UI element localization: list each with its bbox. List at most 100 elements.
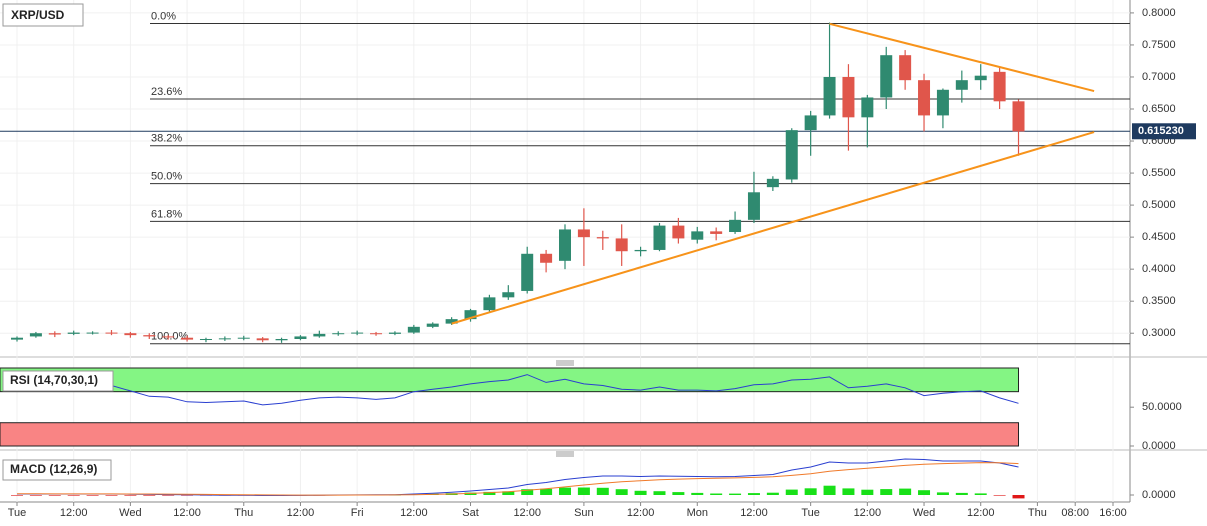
candle-body (464, 310, 477, 320)
symbol-box (2, 3, 84, 27)
candle-body (426, 323, 439, 327)
fib-label: 61.8% (151, 208, 182, 220)
candle-body (710, 231, 723, 234)
candle-body (199, 338, 212, 340)
candle-body (388, 332, 401, 334)
y-tick-label: 0.0000 (1142, 489, 1176, 501)
candle-body (124, 333, 137, 336)
histogram-bar (634, 490, 647, 495)
resize-grip[interactable] (556, 451, 574, 457)
y-tick-label: 0.3000 (1142, 327, 1176, 339)
histogram-bar (993, 495, 1006, 496)
indicator-box (2, 459, 112, 481)
candle-body (48, 333, 61, 335)
histogram-bar (1012, 495, 1025, 499)
histogram-bar (729, 493, 742, 495)
x-tick-label: 12:00 (513, 507, 541, 519)
candle-body (842, 76, 855, 118)
histogram-bar (596, 487, 609, 495)
resize-grip[interactable] (556, 360, 574, 366)
candle-body (11, 337, 24, 340)
x-tick-label: 08:00 (1061, 507, 1089, 519)
x-tick-label: Wed (119, 507, 141, 519)
y-tick-label: 50.0000 (1142, 401, 1182, 413)
x-tick-label: Thu (1028, 507, 1047, 519)
plot: 0.0%23.6%38.2%50.0%61.8%100.0% (0, 10, 1130, 499)
histogram-bar (124, 495, 137, 496)
candle-body (672, 225, 685, 239)
candle-body (861, 97, 874, 118)
candle-body (502, 292, 515, 298)
y-tick-label: 0.7000 (1142, 71, 1176, 83)
histogram-bar (162, 495, 175, 496)
x-tick-label: Sat (462, 507, 479, 519)
histogram-bar (936, 492, 949, 495)
candle-body (162, 336, 175, 338)
candle-body (237, 337, 250, 339)
indicator-title: MACD (12,26,9) (10, 462, 97, 476)
candle-body (804, 115, 817, 131)
last-price-box (1132, 123, 1196, 140)
candle-body (313, 333, 326, 337)
candle-body (275, 338, 288, 341)
candle-body (351, 332, 364, 334)
x-tick-label: 12:00 (740, 507, 768, 519)
indicator-box (2, 370, 114, 392)
fib-label: 23.6% (151, 86, 182, 98)
y-tick-label: 0.6500 (1142, 103, 1176, 115)
x-tick-label: 12:00 (400, 507, 428, 519)
y-tick-label: 0.0000 (1142, 440, 1176, 452)
candle-body (370, 333, 383, 335)
last-price-label: 0.615230 (1138, 125, 1184, 137)
fib-label: 50.0% (151, 171, 182, 183)
y-tick-label: 0.7500 (1142, 39, 1176, 51)
histogram-bar (181, 495, 194, 496)
candle-body (653, 225, 666, 250)
histogram-bar (502, 491, 515, 495)
x-tick-label: 12:00 (60, 507, 88, 519)
candle-body (181, 337, 194, 340)
candle-body (332, 333, 345, 335)
histogram-bar (615, 489, 628, 495)
symbol-title: XRP/USD (11, 8, 65, 22)
fib-label: 38.2% (151, 133, 182, 145)
histogram-bar (559, 487, 571, 495)
rsi-line (16, 374, 1019, 406)
macd-line (17, 458, 1019, 496)
candle-body (899, 55, 912, 81)
oversold-zone (0, 422, 1020, 447)
candle-body (936, 89, 949, 116)
histogram-bar (577, 487, 590, 495)
histogram-bar (521, 489, 534, 495)
x-tick-label: Wed (913, 507, 935, 519)
candle-body (974, 75, 987, 81)
candle-body (785, 130, 798, 180)
candle-body (615, 238, 628, 252)
indicator-title: RSI (14,70,30,1) (10, 373, 98, 387)
candle-body (29, 333, 42, 337)
candle-body (218, 338, 231, 340)
x-tick-label: 12:00 (627, 507, 655, 519)
x-tick-label: 12:00 (967, 507, 995, 519)
histogram-bar (86, 495, 99, 496)
x-tick-label: 12:00 (287, 507, 315, 519)
y-tick-label: 0.3500 (1142, 295, 1176, 307)
candle-body (256, 338, 269, 341)
trendline (451, 131, 1095, 325)
x-tick-label: Tue (801, 507, 820, 519)
y-tick-label: 0.8000 (1142, 7, 1176, 19)
histogram-bar (880, 489, 893, 495)
candle-body (596, 237, 609, 239)
y-tick-label: 0.5000 (1142, 199, 1176, 211)
x-tick-label: Mon (687, 507, 708, 519)
x-tick-label: 16:00 (1099, 507, 1127, 519)
candle-body (634, 249, 647, 252)
histogram-bar (766, 492, 779, 495)
histogram-bar (747, 493, 760, 495)
x-tick-label: 12:00 (854, 507, 882, 519)
candle-body (691, 231, 704, 240)
candle-body (880, 55, 893, 98)
histogram-bar (105, 495, 118, 496)
